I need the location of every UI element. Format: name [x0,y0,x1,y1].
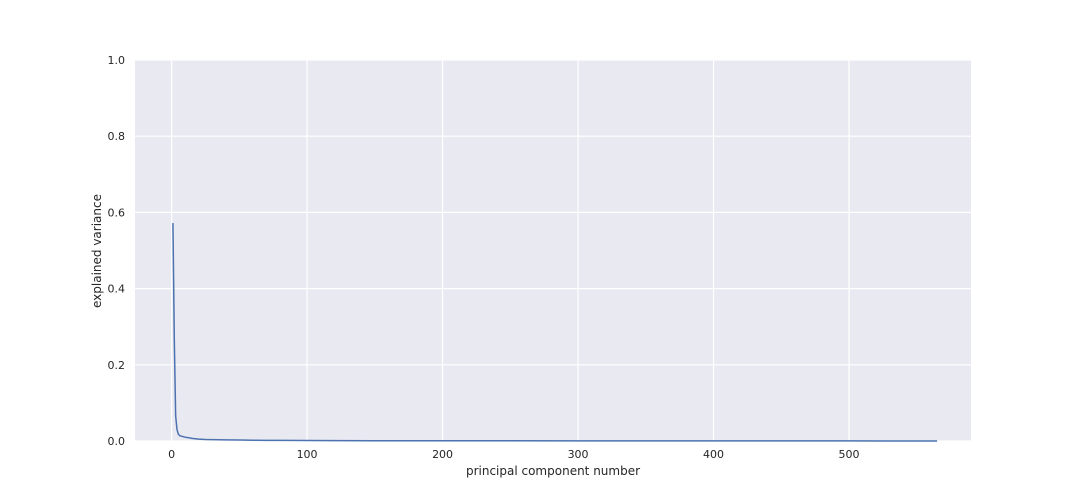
y-tick-label: 0.6 [108,206,126,219]
y-tick-label: 0.0 [108,435,126,448]
y-axis-label: explained variance [90,194,104,308]
y-tick-label: 0.2 [108,359,126,372]
x-axis-label: principal component number [466,464,640,478]
y-tick-label: 0.4 [108,283,126,296]
x-tick-label: 100 [297,448,318,461]
x-tick-label: 500 [839,448,860,461]
y-tick-label: 1.0 [108,54,126,67]
y-tick-label: 0.8 [108,130,126,143]
x-tick-label: 0 [168,448,175,461]
x-tick-label: 200 [432,448,453,461]
x-tick-label: 300 [568,448,589,461]
plot-area-background [135,60,971,441]
x-tick-label: 400 [703,448,724,461]
